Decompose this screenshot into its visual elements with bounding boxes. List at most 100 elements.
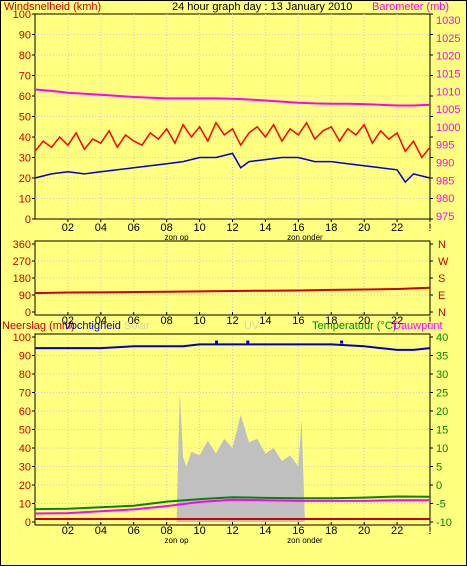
barometer-tick-label: 975 [436,211,454,223]
series-temperatuur [34,495,431,511]
wind-left-tick-label: 80 [19,50,31,62]
temperature-right-tick-label: 40 [436,332,448,344]
barometer-tick-label: 1000 [436,122,460,134]
compass-label: W [438,256,449,268]
wind-x-tick-label: 10 [193,222,205,234]
wind-left-tick-label: 50 [19,112,31,124]
temperature-x-tick-label: 20 [358,525,370,537]
wind-x-tick-label: 20 [358,222,370,234]
temperature-x-tick-label: 08 [161,525,173,537]
wind-x-tick-label: 18 [325,222,337,234]
series-wind-direction [34,286,431,295]
direction-x-tick-label: 04 [95,315,107,327]
barometer-tick-label: 1030 [436,15,460,27]
sunrise-label: zon op [165,233,190,242]
direction-x-tick-label: 02 [62,315,74,327]
sunrise-label: zon op [165,536,190,545]
barometer-axis-title: Barometer (mb) [372,1,449,13]
barometer-tick-label: 990 [436,158,454,170]
compass-label: N [438,307,446,319]
sunset-label: zon onder [287,233,323,242]
humidity-spike [215,340,219,344]
wind-left-tick-label: 30 [19,153,31,165]
temperature-right-tick-label: 0 [436,480,442,492]
wind-left-tick-label: 100 [13,9,31,21]
temperature-x-tick-label: 06 [128,525,140,537]
temperature-right-tick-label: -10 [436,517,452,529]
direction-x-tick-label: 10 [193,315,205,327]
compass-label: E [438,290,445,302]
temperature-left-tick-label: 60 [19,406,31,418]
barometer-tick-label: 985 [436,175,454,187]
direction-x-tick-label: 20 [358,315,370,327]
sunset-label: zon onder [287,536,323,545]
temperature-x-tick-label: 14 [259,525,271,537]
wind-left-tick-label: 90 [19,30,31,42]
wind-x-tick-label: 08 [161,222,173,234]
temperature-right-tick-label: 30 [436,369,448,381]
direction-x-tick-label: 12 [226,315,238,327]
direction-left-tick-label: 180 [13,273,31,285]
wind-left-tick-label: 60 [19,91,31,103]
wind-left-tick-label: 0 [25,214,31,226]
chart-title: 24 hour graph day : 13 January 2010 [172,1,352,13]
wind-left-tick-label: 40 [19,132,31,144]
direction-x-tick-label: 06 [128,315,140,327]
direction-left-tick-label: 0 [25,307,31,319]
solar-axis-title: Solar [124,320,150,332]
direction-x-tick-label: 16 [292,315,304,327]
series-windsnelheid [34,121,431,159]
temperature-left-tick-label: 0 [25,517,31,529]
temperature-left-tick-label: 40 [19,443,31,455]
direction-x-tick-label: 14 [259,315,271,327]
wind-x-tick-label: 12 [226,222,238,234]
barometer-tick-label: 1010 [436,86,460,98]
series-barometer [34,88,431,107]
humidity-spike [340,340,344,344]
temperature-left-tick-label: 90 [19,351,31,363]
direction-x-tick-label: 18 [325,315,337,327]
temperature-right-tick-label: 5 [436,462,442,474]
rain-axis-title: Neerslag (mm) [2,320,75,332]
dewpoint-axis-title: Dauwpunt [393,320,443,332]
compass-label: S [438,273,445,285]
compass-label: N [438,239,446,251]
series-vochtigheid [35,343,431,351]
temperature-right-tick-label: -5 [436,499,446,511]
temperature-right-tick-label: 10 [436,443,448,455]
humidity-axis-title: Vochtigheid [64,320,121,332]
direction-left-tick-label: 270 [13,256,31,268]
temperature-x-tick-label: 16 [292,525,304,537]
barometer-tick-label: 1015 [436,68,460,80]
wind-left-tick-label: 10 [19,194,31,206]
barometer-tick-label: 995 [436,140,454,152]
direction-left-tick-label: 90 [19,290,31,302]
temperature-right-tick-label: 20 [436,406,448,418]
direction-left-tick-label: 360 [13,239,31,251]
wind-axis-title: Windsnelheid (kmh) [4,1,101,13]
temperature-right-tick-label: 15 [436,425,448,437]
wind-x-tick-label: 14 [259,222,271,234]
temperature-x-tick-label: 18 [325,525,337,537]
temperature-left-tick-label: 70 [19,388,31,400]
temperature-right-tick-label: 35 [436,351,448,363]
barometer-tick-label: 1005 [436,104,460,116]
wind-left-tick-label: 70 [19,71,31,83]
direction-x-tick-label: ! [428,315,431,327]
wind-x-tick-label: 02 [62,222,74,234]
wind-x-tick-label: 16 [292,222,304,234]
temperature-x-tick-label: 12 [226,525,238,537]
temperature-axis-title: Temperatuur (°C) [312,320,396,332]
temperature-left-tick-label: 30 [19,462,31,474]
temperature-left-tick-label: 20 [19,480,31,492]
wind-x-tick-label: 04 [95,222,107,234]
uv-axis-title: UV [244,320,260,332]
wind-x-tick-label: ! [428,222,431,234]
humidity-spike [246,340,250,344]
barometer-tick-label: 1020 [436,51,460,63]
temperature-x-tick-label: 10 [193,525,205,537]
temperature-x-tick-label: ! [428,525,431,537]
temperature-x-tick-label: 04 [95,525,107,537]
